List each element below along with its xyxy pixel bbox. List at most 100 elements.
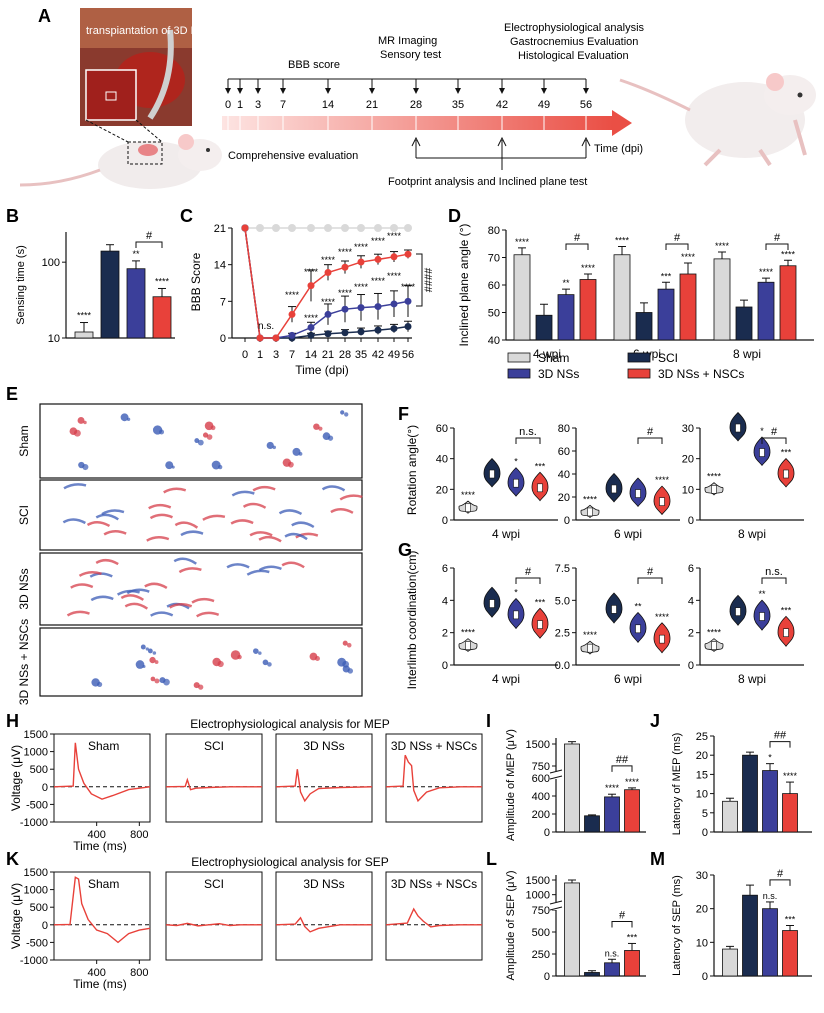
violin-box — [635, 489, 641, 498]
significance-stars: **** — [783, 771, 798, 781]
bar — [74, 331, 94, 339]
legend-swatch — [627, 352, 651, 363]
time-dpi-label: Time (dpi) — [594, 143, 643, 155]
axis-break-mark — [549, 900, 563, 905]
footprint-mark — [191, 597, 215, 604]
violin-box — [635, 624, 641, 634]
timeline-arrow-head — [413, 88, 419, 94]
footprint-label: Footprint analysis and Inclined plane te… — [388, 176, 587, 188]
x-tick-label: 49 — [388, 349, 400, 361]
trace-line — [275, 769, 373, 803]
bar — [762, 770, 778, 833]
footprint-row-label: 3D NSs — [17, 568, 31, 609]
legend-label: SCI — [658, 351, 678, 365]
y-tick-label: 6 — [688, 563, 694, 575]
significance-stars: **** — [581, 263, 596, 273]
footprint-mark — [340, 410, 345, 415]
footprint-mark — [339, 494, 363, 501]
y-axis-label: Interlimb coordination(cm) — [405, 551, 419, 690]
panel-label-f: F — [398, 404, 409, 424]
y-tick-label: 2 — [688, 628, 694, 640]
chart-k: Electrophysiological analysis for SEP Vol… — [9, 855, 483, 991]
data-point — [341, 224, 349, 232]
comprehensive-label: Comprehensive evaluation — [228, 150, 358, 162]
significance-bracket — [135, 241, 163, 248]
significance-bracket — [665, 243, 689, 250]
footprint-mark — [327, 435, 334, 441]
footprint-panel — [39, 479, 363, 551]
panel-h: H Electrophysiological analysis for MEP V… — [6, 711, 483, 853]
footprint-mark — [314, 655, 320, 662]
panel-l: L 0 250 500 750 1000 1500 Amplitude of SEP (μV… — [486, 849, 646, 983]
significance-stars: **** — [338, 288, 353, 298]
y-tick-label: 1000 — [24, 747, 48, 759]
bracket-label: # — [674, 232, 681, 244]
footprint-mark — [101, 509, 125, 516]
timeline-day-label: 1 — [237, 99, 243, 111]
x-tick-label: 21 — [322, 349, 334, 361]
violin-box — [465, 503, 471, 513]
footprint-mark — [313, 423, 320, 430]
violin-box — [711, 641, 717, 650]
footprint-mark — [150, 611, 174, 617]
panel-label-l: L — [486, 849, 497, 869]
violin-box — [759, 612, 765, 621]
chart-d: 40 50 60 70 80 Inclined plane angle (°) 4 wpi *… — [457, 224, 814, 361]
trace-frame — [165, 733, 263, 823]
footprint-mark — [146, 536, 170, 542]
footprint-mark — [318, 426, 323, 431]
trace-frame — [385, 733, 483, 823]
data-point — [288, 224, 296, 232]
significance-stars: **** — [625, 777, 640, 787]
x-tick-label: 56 — [402, 349, 414, 361]
timeline-arrow-head — [280, 88, 286, 94]
timeline-arrow-head — [225, 88, 231, 94]
bar — [713, 258, 731, 341]
footprint-mark — [330, 507, 354, 514]
panel-k: K Electrophysiological analysis for SEP V… — [6, 849, 483, 991]
y-tick-label: 21 — [214, 223, 226, 235]
data-point — [341, 305, 349, 313]
mouse-right-icon — [619, 73, 816, 167]
footprint-mark — [86, 520, 111, 528]
y-tick-label: 0 — [442, 515, 448, 527]
annotation-ns: n.s. — [258, 321, 274, 332]
violin-box — [611, 484, 617, 494]
bar — [564, 882, 580, 977]
footprint-mark — [173, 557, 197, 565]
timeline-arrow-icon — [612, 110, 632, 136]
y-tick-label: 7 — [220, 296, 226, 308]
bar — [782, 930, 798, 977]
trace-label: Sham — [88, 739, 119, 753]
electrophys-label: Electrophysiological analysis — [504, 22, 645, 34]
significance-stars: **** — [615, 236, 630, 246]
data-point — [404, 224, 412, 232]
footprint-mark — [178, 567, 202, 574]
mouse-left-icon — [19, 134, 222, 189]
y-tick-label: 0 — [544, 827, 550, 839]
footprint-mark — [197, 439, 204, 446]
trace-label: Sham — [88, 877, 119, 891]
significance-stars: **** — [321, 255, 336, 265]
footprint-mark — [120, 594, 145, 601]
timeline-ticks: 0 1 3 7 14 21 28 35 42 49 56 — [225, 79, 592, 130]
x-tick-label: 7 — [289, 349, 295, 361]
chart-h: Electrophysiological analysis for MEP Vol… — [9, 717, 483, 853]
y-tick-label: 1000 — [24, 885, 48, 897]
histological-label: Histological Evaluation — [518, 50, 629, 62]
y-tick-label: 20 — [558, 492, 570, 504]
significance-bracket — [416, 253, 423, 307]
bar — [152, 296, 172, 339]
trace-line — [53, 876, 151, 944]
y-tick-label: 20 — [682, 454, 694, 466]
y-tick-label: 0.0 — [555, 660, 570, 672]
panel-d: D 40 50 60 70 80 Inclined plane angle (°) 4 wp… — [448, 206, 814, 381]
significance-stars: **** — [338, 247, 353, 257]
data-point — [341, 263, 349, 271]
y-tick-label: -500 — [26, 799, 48, 811]
trace-frame — [385, 871, 483, 961]
